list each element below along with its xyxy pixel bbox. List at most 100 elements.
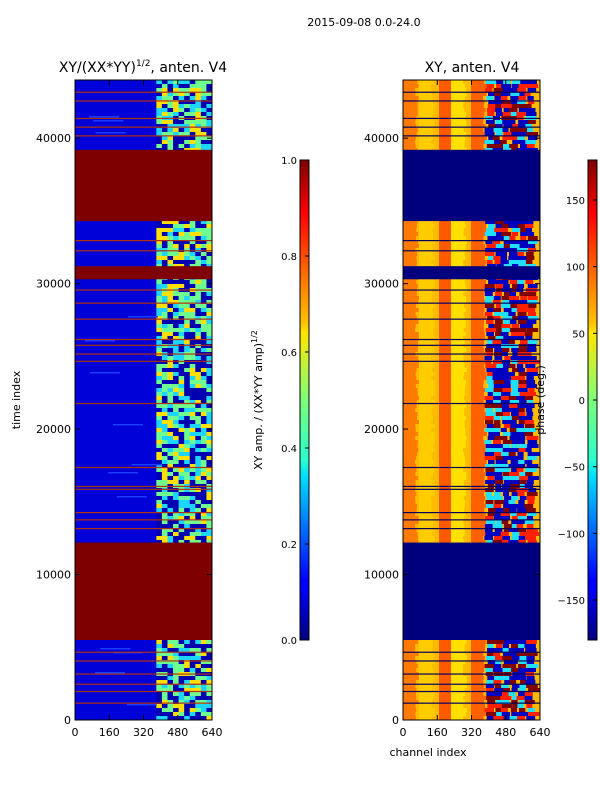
phase-cell [403, 676, 419, 680]
phase-cell [439, 84, 452, 88]
phase-cell [511, 520, 523, 524]
amp-cell [184, 308, 191, 312]
phase-cell [403, 460, 416, 464]
amp-cell [161, 232, 168, 236]
phase-cell [439, 344, 453, 348]
amp-xtick-label: 640 [202, 726, 223, 739]
amp-cell [184, 524, 191, 528]
amp-cell [200, 364, 207, 368]
phase-cell [485, 400, 498, 404]
amp-cell [161, 348, 168, 352]
amp-cell [161, 504, 168, 508]
amp-cell [189, 104, 196, 108]
amp-cell [195, 364, 202, 368]
amp-cell [195, 688, 202, 692]
phase-cell [500, 512, 511, 516]
phase-cell [485, 88, 493, 92]
amp-cell [178, 316, 185, 320]
phase-cell [526, 252, 534, 256]
amp-cell [206, 704, 213, 708]
phase-cell [488, 256, 495, 260]
amp-cell [189, 716, 196, 720]
phase-cell [518, 368, 525, 372]
phase-cell [492, 392, 505, 396]
phase-cell [501, 404, 510, 408]
amp-cell [156, 88, 163, 92]
phase-cell [419, 384, 435, 388]
amp-cell [156, 356, 163, 360]
phase-cell [518, 540, 526, 544]
phase-cell [471, 660, 484, 664]
amp-cell [178, 428, 185, 432]
phase-cell [511, 536, 520, 540]
phase-cell [520, 232, 531, 236]
phase-cell [403, 644, 416, 648]
phase-cell [525, 448, 532, 452]
phase-cell [517, 528, 527, 532]
amp-cell [161, 496, 168, 500]
amp-cell [178, 372, 185, 376]
amp-cell [184, 232, 191, 236]
amp-cell [206, 440, 213, 444]
phase-cell [487, 236, 498, 240]
phase-cell [495, 508, 506, 512]
phase-cell [403, 308, 419, 312]
amp-cell [173, 84, 180, 88]
phase-cell [516, 428, 528, 432]
phase-cell [439, 684, 454, 688]
amp-cell [167, 312, 174, 316]
amp-cell [200, 248, 207, 252]
amp-cell [156, 432, 163, 436]
amp-cell [189, 368, 196, 372]
amp-cell [200, 96, 207, 100]
amp-cell [184, 136, 191, 140]
amp-cell [195, 384, 202, 388]
phase-cell [451, 504, 465, 508]
amp-cell [200, 440, 207, 444]
amp-cell [156, 112, 163, 116]
phase-cell [471, 712, 486, 716]
amp-cell [161, 244, 168, 248]
phase-cell [419, 344, 432, 348]
amp-cell [184, 708, 191, 712]
amp-cell [173, 340, 180, 344]
phase-cell [518, 708, 526, 712]
phase-cell [403, 456, 417, 460]
phase-cell [451, 308, 466, 312]
phase-cell [419, 396, 432, 400]
amp-cell [167, 500, 174, 504]
amp-cell [184, 436, 191, 440]
phase-cell [517, 316, 529, 320]
amp-cell [161, 640, 168, 644]
phase-cell [527, 136, 538, 140]
amp-cell [195, 128, 202, 132]
amp-cell [161, 664, 168, 668]
phase-cell [496, 364, 508, 368]
amp-cell [200, 300, 207, 304]
phase-cell [471, 360, 486, 364]
phase-cell [451, 220, 465, 224]
phase-cell [403, 440, 418, 444]
phase-cell [518, 260, 531, 264]
amp-cell [161, 444, 168, 448]
amp-cell [173, 516, 180, 520]
amp-cell [178, 432, 185, 436]
phase-cell [503, 292, 511, 296]
phase-cell [451, 448, 464, 452]
phase-cell [471, 668, 485, 672]
amp-cell [206, 400, 213, 404]
phase-cell [517, 336, 525, 340]
phase-cell [419, 656, 434, 660]
amp-cell [195, 84, 202, 88]
amp-cell [161, 420, 168, 424]
amp-cell [189, 136, 196, 140]
amp-cell [161, 280, 168, 284]
amp-cell [167, 108, 174, 112]
phase-cell [403, 320, 419, 324]
phase-cell [419, 308, 433, 312]
phase-cell [487, 436, 499, 440]
phase-cell [419, 392, 435, 396]
amp-cell [184, 304, 191, 308]
suptitle: 2015-09-08 0.0-24.0 [307, 16, 420, 29]
amp-cell [206, 424, 213, 428]
